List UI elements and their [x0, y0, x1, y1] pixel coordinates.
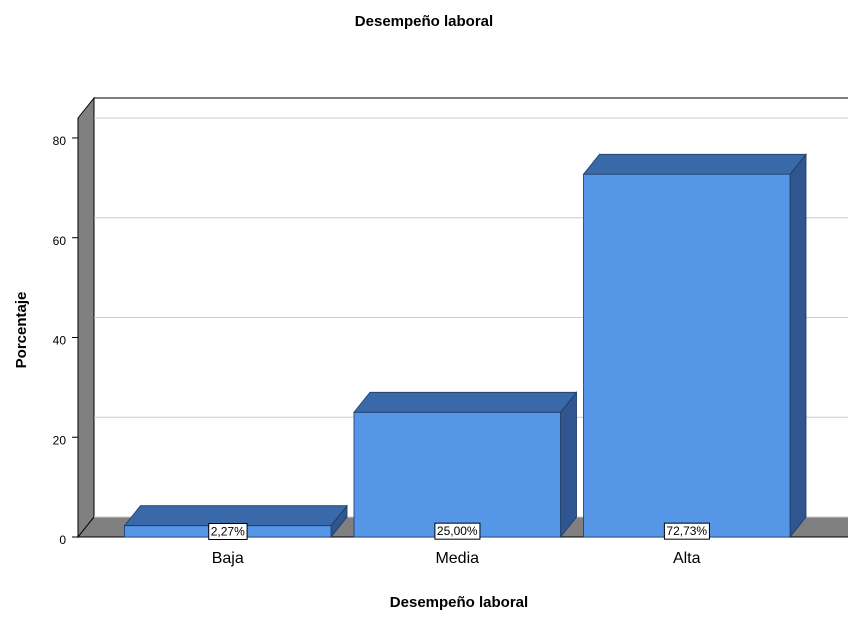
- x-tick-label: Alta: [673, 550, 701, 567]
- y-axis-label: Porcentaje: [13, 292, 30, 369]
- value-label-box: [208, 523, 248, 541]
- bar-front: [583, 173, 791, 538]
- chart-title: Desempeño laboral: [355, 13, 493, 30]
- y-tick-label: 60: [53, 234, 67, 248]
- value-label-box: [663, 522, 710, 540]
- value-label: 25,00%: [437, 524, 478, 538]
- value-label: 2,27%: [211, 525, 245, 539]
- bar-top: [582, 153, 807, 175]
- bar-side: [560, 391, 577, 539]
- bar-top: [123, 505, 348, 527]
- left-wall: [77, 96, 95, 539]
- x-tick-label: Baja: [212, 550, 244, 567]
- bar-top: [353, 391, 578, 413]
- bar-side: [789, 153, 807, 539]
- value-label: 72,73%: [666, 524, 707, 538]
- y-tick-label: 20: [53, 433, 67, 447]
- y-tick-label: 0: [59, 533, 66, 547]
- x-axis-label: Desempeño laboral: [390, 594, 528, 611]
- value-label-box: [434, 522, 481, 540]
- x-tick-label: Media: [435, 550, 479, 567]
- bar: [353, 391, 578, 539]
- bar: [582, 153, 807, 539]
- y-tick-label: 80: [53, 134, 67, 148]
- bar-front: [353, 411, 561, 538]
- y-tick-label: 40: [53, 334, 67, 348]
